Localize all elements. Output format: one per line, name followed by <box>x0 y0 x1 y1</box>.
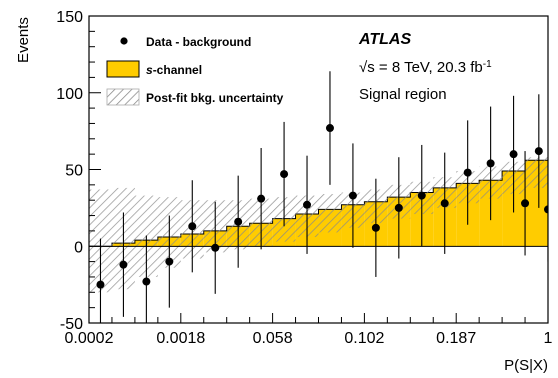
data-point <box>544 205 548 214</box>
x-tick-label: 0.0002 <box>65 330 114 347</box>
legend-uncertainty-label: Post-fit bkg. uncertainty <box>146 91 284 105</box>
legend-signal-label: s-channel <box>146 63 202 77</box>
x-tick-label: 0.102 <box>344 330 384 347</box>
legend-signal-swatch <box>106 60 140 78</box>
data-point <box>119 260 128 269</box>
data-point <box>417 191 426 200</box>
uncertainty-band <box>318 194 342 233</box>
legend: Data - background s-channel Post-fit bkg… <box>106 35 284 106</box>
data-point <box>188 222 197 231</box>
data-point <box>234 217 243 226</box>
y-tick-label: 150 <box>56 9 83 26</box>
atlas-label: ATLAS <box>358 31 411 48</box>
data-point <box>142 277 151 286</box>
x-tick-label: 0.187 <box>436 330 476 347</box>
data-point <box>348 191 357 200</box>
data-point <box>96 280 105 289</box>
data-point <box>394 203 403 212</box>
x-axis-label: P(S|X) <box>504 357 548 374</box>
data-point <box>371 223 380 232</box>
data-point <box>211 243 220 252</box>
x-tick-label: 0.0018 <box>156 330 205 347</box>
data-point <box>303 200 312 209</box>
data-point <box>165 257 174 266</box>
data-point <box>257 194 266 203</box>
data-point <box>486 159 495 168</box>
data-point <box>280 170 289 179</box>
uncertainty-band <box>525 157 548 188</box>
y-tick-label: 0 <box>74 239 83 256</box>
legend-data-label: Data - background <box>146 35 251 49</box>
legend-uncertainty-swatch <box>106 88 140 106</box>
y-tick-label: 100 <box>56 86 83 103</box>
data-point <box>325 124 334 133</box>
energy-label: √s = 8 TeV, 20.3 fb-1 <box>359 59 492 77</box>
data-point <box>534 147 543 156</box>
data-point <box>463 168 472 177</box>
x-tick-label: 0.058 <box>253 330 293 347</box>
y-axis-label: Events <box>15 17 32 63</box>
y-tick-label: -50 <box>60 316 83 333</box>
data-point <box>509 150 518 159</box>
region-label: Signal region <box>359 86 447 103</box>
x-tick-label: 1 <box>544 330 553 347</box>
y-tick-label: 50 <box>65 163 83 180</box>
data-point <box>521 199 530 208</box>
data-point <box>440 199 449 208</box>
legend-data-marker <box>120 37 128 45</box>
